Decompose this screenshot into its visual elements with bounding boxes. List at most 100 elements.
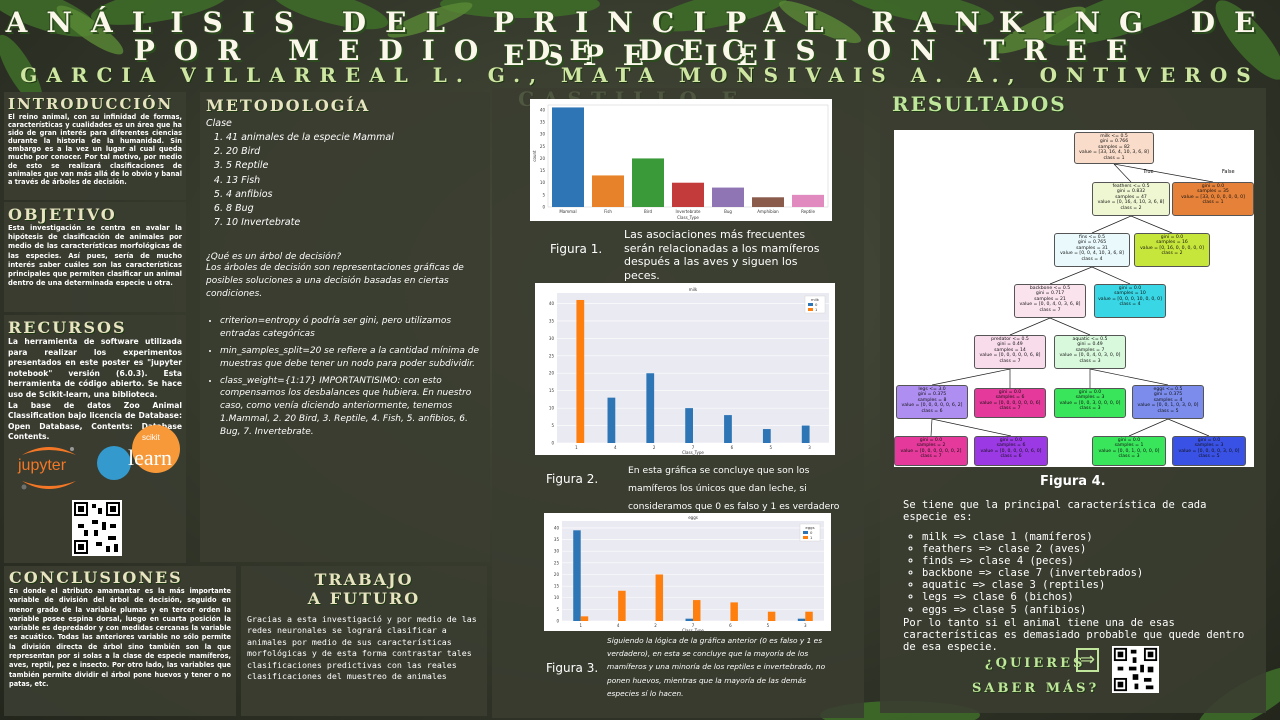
legend-title: milk [811, 297, 820, 302]
tree-node-line: aquatic <= 0.5 [1072, 337, 1108, 342]
tree-node-line: samples = 14 [994, 347, 1026, 353]
x-tick-label: Mammal [559, 209, 576, 214]
x-tick-label: Fish [604, 209, 612, 214]
tree-edge [1113, 163, 1214, 183]
y-tick-label: 40 [554, 525, 560, 530]
tree-node-line: class = 4 [1119, 302, 1141, 308]
tree-node-line: gini = 0.375 [1153, 392, 1183, 398]
figure-3-chart: 0 5 10 15 20 25 30 35 40 eggs 1 4 2 7 6 5 3 Class_Type egg… [544, 513, 831, 633]
bar-class-3-0 [801, 425, 810, 443]
x-tick-label: 6 [731, 445, 734, 450]
tree-node-line: value = [0, 0, 0, 0, 0, 6, 8] [979, 353, 1041, 359]
x-tick-label: 3 [804, 623, 807, 628]
figure-4-decision-tree: milk <= 0.5 gini = 0.766 samples = 82 value… [894, 130, 1254, 467]
tree-node-line: samples = 10 [1114, 291, 1146, 297]
tree-node-line: predator <= 0.5 [991, 337, 1029, 342]
tree-edge [931, 418, 1012, 437]
parameter-item: criterion=entropy ó podría ser gini, per… [220, 315, 484, 341]
tree-node-line: eggs <= 0.5 [1153, 387, 1183, 392]
y-tick-label: 5 [556, 607, 559, 612]
tree-node-line: gini = 0.0 [919, 438, 943, 443]
conclusiones-text: En donde el atributo amamantar es la más… [9, 587, 231, 688]
legend-title: eggs [805, 525, 814, 530]
y-tick-label: 25 [549, 353, 555, 358]
objetivo-text: Esta investigación se centra en avalar l… [8, 224, 182, 288]
x-tick-label: 1 [579, 623, 582, 628]
tree-node-line: samples = 3 [1194, 443, 1224, 449]
x-tick-label: Invertebrate [676, 209, 701, 214]
tree-node-line: gini = 0.765 [1077, 240, 1107, 246]
tree-node-line: gini = 0.0 [1078, 390, 1102, 395]
bar-class-5-0 [762, 429, 771, 443]
tree-node-line: value = [33, 0, 0, 0, 0, 0, 0] [1181, 194, 1245, 200]
tree-edge [931, 368, 1011, 386]
chart-title: eggs [688, 515, 698, 520]
chart-title: milk [689, 287, 698, 292]
bar-class-1-0 [573, 530, 581, 621]
bar-fish [592, 175, 624, 207]
tree-edge [1089, 368, 1169, 386]
saber-mas-line2: SABER MÁS? [972, 681, 1100, 696]
y-tick-label: 40 [540, 107, 546, 112]
tree-node-line: value = [0, 16, 0, 0, 0, 0, 0] [1140, 245, 1204, 251]
y-tick-label: 20 [554, 572, 560, 577]
tree-node-line: gini = 0.832 [1116, 189, 1146, 195]
recursos-title: RECURSOS [8, 318, 127, 337]
figure-1-caption: Las asociaciones más frecuentes serán re… [624, 228, 820, 282]
recursos-qr-code[interactable] [72, 500, 122, 556]
legend-swatch [803, 531, 808, 534]
tree-node: milk <= 0.5 gini = 0.766 samples = 82 value… [1074, 132, 1154, 164]
conclusiones-panel: CONCLUSIONES En donde el atributo amaman… [4, 566, 236, 716]
clase-list: 41 animales de la especie Mammal 20 Bird… [206, 131, 484, 230]
resultados-list: milk => clase 1 (mamíferos) feathers => … [908, 531, 1143, 616]
tree-node-line: value = [0, 0, 0, 10, 0, 0, 0] [1098, 296, 1162, 302]
tree-node-line: gini = 0.49 [1077, 342, 1103, 348]
scikit-logo-small-text: scikit [142, 433, 160, 442]
y-tick-label: 5 [551, 423, 554, 428]
resultado-item: finds => clase 4 (peces) [922, 555, 1143, 567]
tree-node: aquatic <= 0.5 gini = 0.49 samples = 7 valu… [1054, 335, 1126, 369]
x-tick-label: 2 [653, 445, 656, 450]
x-tick-label: 7 [692, 445, 695, 450]
x-tick-label: 2 [654, 623, 657, 628]
tree-node-line: class = 7 [920, 454, 942, 460]
x-axis-label: Class_Type [682, 628, 704, 631]
figure-1-chart: 0 5 10 15 20 25 30 35 40 Mammal Fish Bird Invertebra… [530, 99, 832, 221]
decision-tree-question: ¿Qué es un árbol de decisión? [206, 252, 342, 263]
tree-node: gini = 0.0 samples = 2 value = [0, 0, 0, 0… [894, 436, 968, 466]
y-tick-label: 30 [554, 549, 560, 554]
tree-node-line: value = [0, 0, 4, 10, 3, 6, 8] [1060, 251, 1124, 257]
tree-node-line: value = [0, 0, 0, 0, 0, 6, 0] [980, 448, 1042, 454]
tree-node-line: value = [0, 0, 0, 0, 0, 6, 2] [901, 403, 963, 409]
tree-node-line: value = [0, 0, 0, 0, 3, 0, 0] [1178, 448, 1240, 454]
resultado-item: legs => clase 6 (bichos) [922, 591, 1143, 603]
y-tick-label: 15 [554, 584, 560, 589]
tree-node-line: milk <= 0.5 [1100, 134, 1128, 139]
tree-node-line: gini = 0.49 [997, 342, 1023, 348]
bar-invertebrate [672, 182, 704, 207]
tree-node-line: gini = 0.0 [1117, 438, 1141, 443]
tree-node-line: value = [0, 0, 4, 0, 3, 0, 0] [1059, 353, 1121, 359]
figure-1-label: Figura 1. [550, 242, 603, 256]
bar-class-3-1 [805, 611, 813, 621]
saber-mas-qr-code[interactable] [1112, 646, 1159, 693]
clase-item: 20 Bird [226, 145, 484, 159]
tree-node-line: gini = 0.766 [1099, 139, 1129, 145]
tree-node-line: legs <= 3.0 [918, 387, 946, 392]
decision-tree-definition: Los árboles de decisión son representaci… [206, 263, 464, 300]
parameter-item: class_weight={1:17} IMPORTANTISIMO: con … [220, 375, 484, 439]
introduccion-text: El reino animal, con su infinidad de for… [8, 113, 182, 186]
clase-item: 8 Bug [226, 202, 484, 216]
x-tick-label: 5 [767, 623, 770, 628]
tree-node: predator <= 0.5 gini = 0.49 samples = 14 va… [974, 335, 1046, 369]
x-tick-label: 1 [575, 445, 578, 450]
tree-node-line: samples = 21 [1034, 296, 1066, 302]
bar-class-7-0 [685, 618, 693, 621]
legend-label: 0 [810, 530, 813, 535]
tree-node: gini = 0.0 samples = 3 value = [0, 0, 3, 0… [1054, 388, 1126, 418]
x-tick-label: 6 [729, 623, 732, 628]
tree-node-line: feathers <= 0.5 [1112, 184, 1150, 189]
tree-edges [930, 163, 1214, 437]
